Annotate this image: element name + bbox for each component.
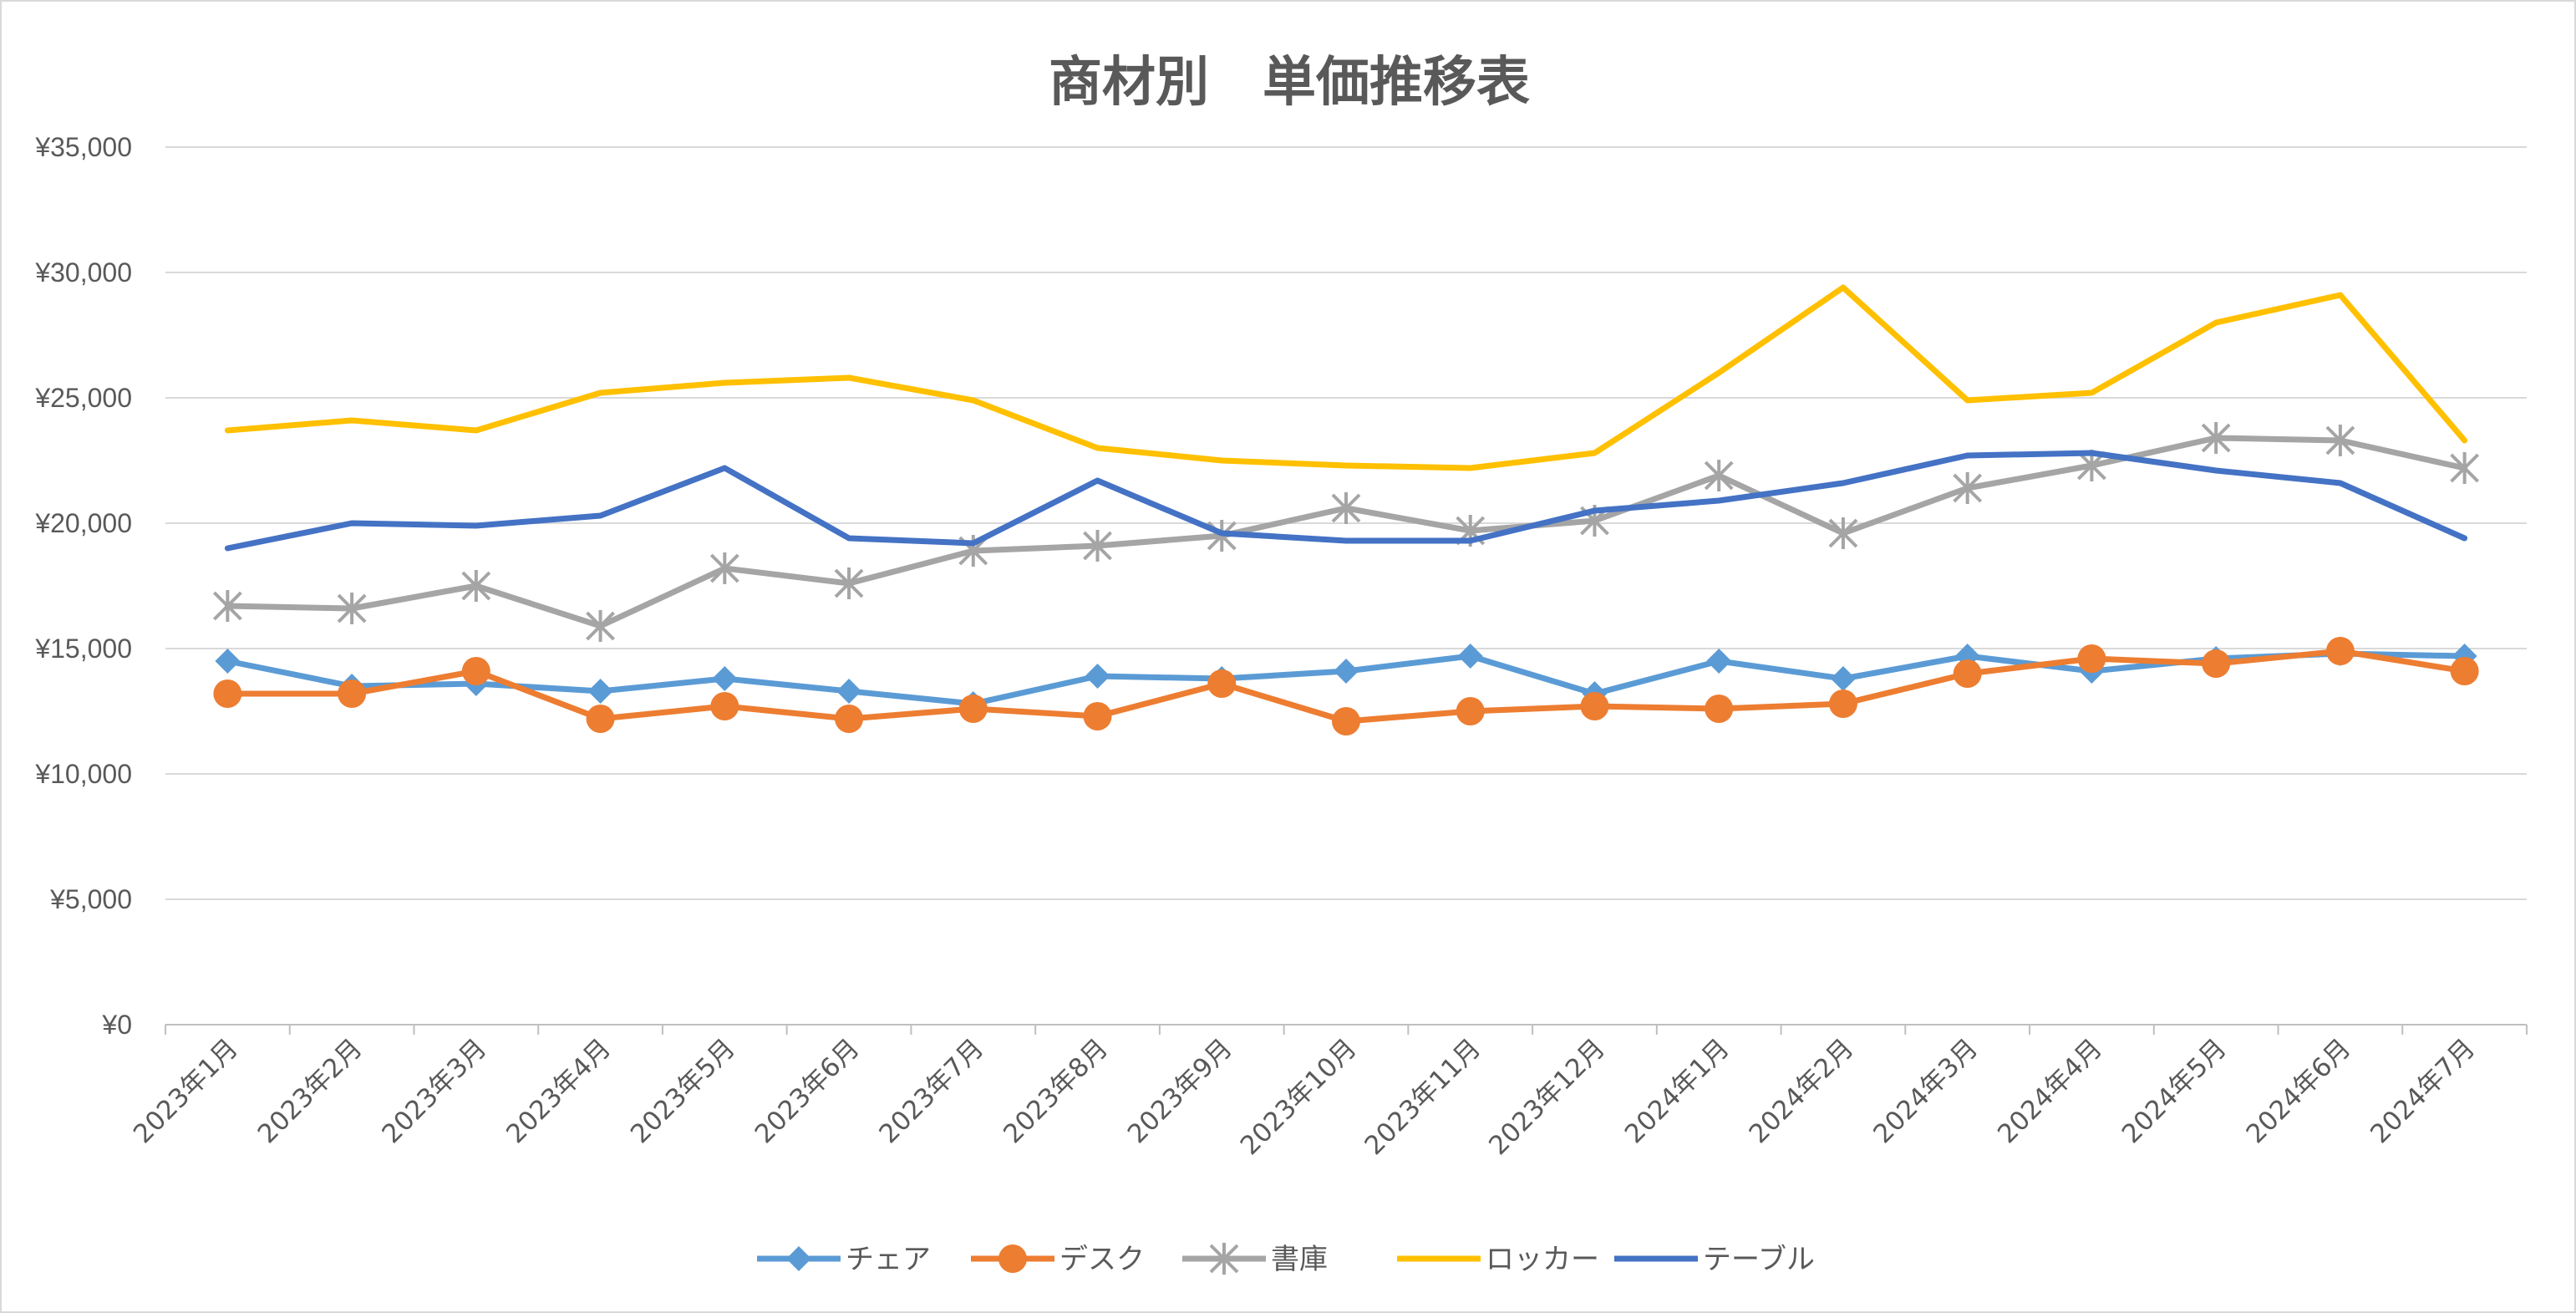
legend-marker <box>1209 1243 1239 1275</box>
data-point <box>586 610 615 642</box>
x-axis: 2023年1月 2023年2月 2023年3月 2023年4月 2023年5月 2023年… <box>128 1024 2528 1161</box>
legend-label: 書庫 <box>1271 1243 1328 1276</box>
data-point <box>1953 472 1983 504</box>
series-line <box>224 450 2468 552</box>
legend-item: ロッカー <box>1397 1243 1599 1276</box>
series-1 <box>213 637 2479 735</box>
data-point <box>587 679 613 704</box>
series-line <box>224 284 2468 471</box>
data-point <box>1331 492 1361 524</box>
y-tick-label: ¥25,000 <box>34 383 132 413</box>
data-point <box>712 666 738 691</box>
x-tick-label: 2023年12月 <box>1483 1033 1611 1161</box>
x-tick-label: 2024年6月 <box>2241 1033 2357 1149</box>
chart-title: 商材別 単価推移表 <box>1049 52 1530 114</box>
data-point <box>338 679 367 708</box>
data-point <box>1083 530 1112 562</box>
x-tick-label: 2023年9月 <box>1122 1033 1238 1149</box>
x-tick-label: 2023年5月 <box>625 1033 741 1149</box>
data-point <box>710 692 739 720</box>
x-tick-label: 2023年10月 <box>1235 1033 1363 1161</box>
data-point <box>834 567 864 599</box>
data-point <box>1207 669 1237 698</box>
data-point <box>1953 659 1982 688</box>
x-tick-label: 2024年2月 <box>1744 1033 1860 1149</box>
series-4 <box>224 450 2468 552</box>
data-point <box>1083 702 1112 730</box>
y-tick-label: ¥15,000 <box>34 634 132 664</box>
data-point <box>461 570 491 602</box>
data-point <box>1334 659 1359 684</box>
data-point <box>2077 644 2106 673</box>
data-point <box>1457 644 1483 669</box>
data-point <box>215 649 241 674</box>
x-tick-label: 2024年1月 <box>1619 1033 1735 1149</box>
data-point <box>709 552 739 584</box>
data-point <box>836 679 862 704</box>
x-tick-label: 2023年4月 <box>500 1033 617 1149</box>
x-tick-label: 2024年3月 <box>1867 1033 1984 1149</box>
data-point <box>2325 425 2355 456</box>
series-0 <box>215 641 2477 716</box>
x-tick-label: 2023年6月 <box>749 1033 866 1149</box>
series-2 <box>212 422 2480 642</box>
legend-item: チェア <box>757 1243 931 1276</box>
data-point <box>1704 460 1734 491</box>
data-point <box>461 657 490 685</box>
series-3 <box>224 284 2468 471</box>
x-tick-label: 2023年1月 <box>128 1033 244 1149</box>
data-point <box>1456 697 1485 725</box>
x-tick-label: 2024年5月 <box>2116 1033 2233 1149</box>
y-tick-label: ¥5,000 <box>49 884 132 914</box>
legend: チェア デスク 書庫 ロッカー テーブル <box>757 1243 1815 1276</box>
legend-item: テーブル <box>1614 1243 1815 1276</box>
legend-label: デスク <box>1059 1243 1145 1276</box>
legend-item: 書庫 <box>1182 1243 1328 1276</box>
y-tick-label: ¥20,000 <box>34 508 132 538</box>
data-point <box>1705 695 1734 723</box>
x-tick-label: 2024年4月 <box>1992 1033 2108 1149</box>
data-point <box>1580 692 1609 720</box>
data-point <box>213 679 242 708</box>
y-tick-label: ¥10,000 <box>34 759 132 789</box>
data-point <box>2201 422 2231 454</box>
data-point <box>2450 657 2479 685</box>
legend-label: テーブル <box>1703 1243 1815 1276</box>
data-point <box>1830 666 1856 691</box>
data-point <box>958 695 988 723</box>
legend-label: ロッカー <box>1486 1243 1599 1276</box>
data-point <box>835 705 864 733</box>
x-tick-label: 2023年7月 <box>873 1033 989 1149</box>
data-point <box>586 705 615 733</box>
legend-label: チェア <box>846 1243 931 1276</box>
y-tick-label: ¥30,000 <box>34 257 132 288</box>
x-tick-label: 2023年3月 <box>376 1033 492 1149</box>
data-point <box>1828 690 1857 718</box>
data-point <box>2450 452 2480 484</box>
y-tick-label: ¥35,000 <box>34 132 132 162</box>
data-point <box>1085 664 1110 689</box>
legend-marker <box>998 1244 1027 1273</box>
data-point <box>1828 517 1858 549</box>
data-point <box>1706 649 1732 674</box>
data-point <box>1332 707 1360 735</box>
x-tick-label: 2023年2月 <box>252 1033 368 1149</box>
legend-marker <box>786 1246 811 1271</box>
y-axis-ticks: ¥0 ¥5,000 ¥10,000 ¥15,000 ¥20,000 ¥25,000 ¥30,… <box>34 132 132 1040</box>
y-tick-label: ¥0 <box>101 1010 132 1040</box>
x-tick-label: 2024年7月 <box>2365 1033 2481 1149</box>
legend-item: デスク <box>971 1243 1145 1276</box>
data-point <box>337 593 367 624</box>
x-tick-label: 2023年11月 <box>1359 1033 1486 1161</box>
x-tick-label: 2023年8月 <box>998 1033 1114 1149</box>
gridlines <box>165 146 2527 900</box>
series-group <box>212 284 2480 735</box>
data-point <box>212 590 242 622</box>
data-point <box>2202 649 2231 678</box>
data-point <box>2325 637 2355 665</box>
